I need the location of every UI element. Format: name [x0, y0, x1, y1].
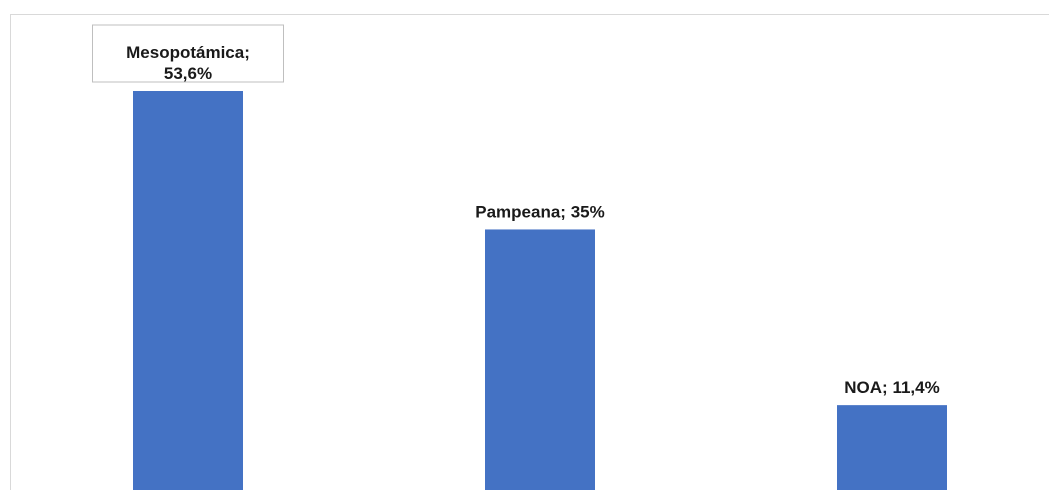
- chart-frame: [10, 14, 1049, 490]
- data-label: Pampeana; 35%: [475, 202, 604, 221]
- bar-mesopot-mica: [133, 91, 243, 490]
- data-label: Mesopotámica; 53,6%: [92, 24, 284, 83]
- bar-pampeana: [485, 229, 595, 490]
- data-label-text: Pampeana; 35%: [475, 202, 604, 221]
- data-labels-group: Mesopotámica; 53,6% Pampeana; 35% NOA; 11,4…: [92, 24, 940, 397]
- data-label-text: Mesopotámica;: [126, 43, 250, 62]
- data-label-text: 53,6%: [164, 64, 212, 83]
- bars-group: [133, 91, 947, 490]
- data-label-box: [92, 24, 284, 83]
- data-label-text: NOA; 11,4%: [844, 378, 939, 397]
- data-label: NOA; 11,4%: [844, 378, 939, 397]
- bar-noa: [837, 405, 947, 490]
